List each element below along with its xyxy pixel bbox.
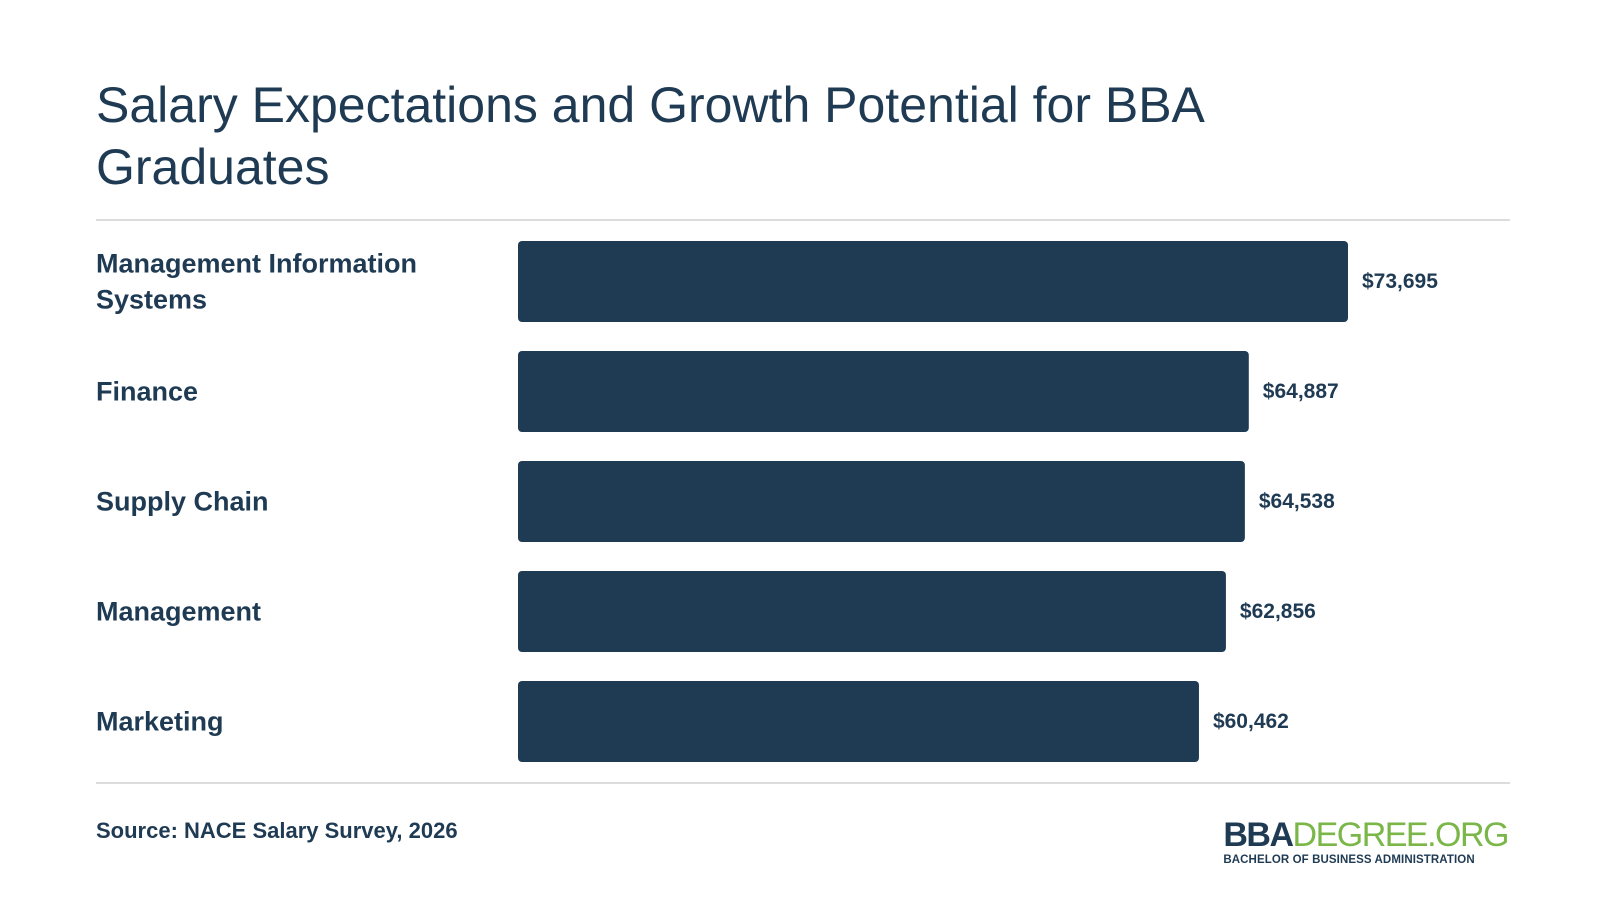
value-label-2: $64,538	[1259, 490, 1335, 513]
category-label-line: Systems	[96, 285, 207, 315]
bar-1	[518, 351, 1249, 432]
bottom-divider	[96, 782, 1510, 784]
category-label-1: Finance	[96, 377, 198, 407]
category-label-line: Management	[96, 597, 261, 627]
value-label-4: $60,462	[1213, 710, 1289, 733]
brand-logo: BBADEGREE.ORG BACHELOR OF BUSINESS ADMIN…	[1223, 816, 1510, 866]
bar-2	[518, 461, 1245, 542]
category-label-line: Management Information	[96, 249, 417, 279]
logo-bold-text: BBA	[1223, 816, 1294, 854]
category-label-3: Management	[96, 597, 261, 627]
logo-tagline: BACHELOR OF BUSINESS ADMINISTRATION	[1223, 854, 1475, 866]
chart-title: Salary Expectations and Growth Potential…	[96, 77, 1203, 195]
category-label-2: Supply Chain	[96, 487, 269, 517]
source-note: Source: NACE Salary Survey, 2026	[96, 818, 458, 843]
top-divider	[96, 219, 1510, 221]
category-label-line: Supply Chain	[96, 487, 269, 517]
bar-0	[518, 241, 1348, 322]
category-label-line: Marketing	[96, 707, 224, 737]
value-label-1: $64,887	[1263, 380, 1339, 403]
value-label-3: $62,856	[1240, 600, 1316, 623]
category-label-4: Marketing	[96, 707, 224, 737]
logo-light-text: DEGREE.ORG	[1292, 816, 1510, 854]
logo-wordmark: BBADEGREE.ORG	[1223, 816, 1510, 854]
value-label-0: $73,695	[1362, 270, 1438, 293]
category-label-line: Finance	[96, 377, 198, 407]
bar-4	[518, 681, 1199, 762]
bar-3	[518, 571, 1226, 652]
category-label-0: Management Information Systems	[96, 249, 417, 315]
